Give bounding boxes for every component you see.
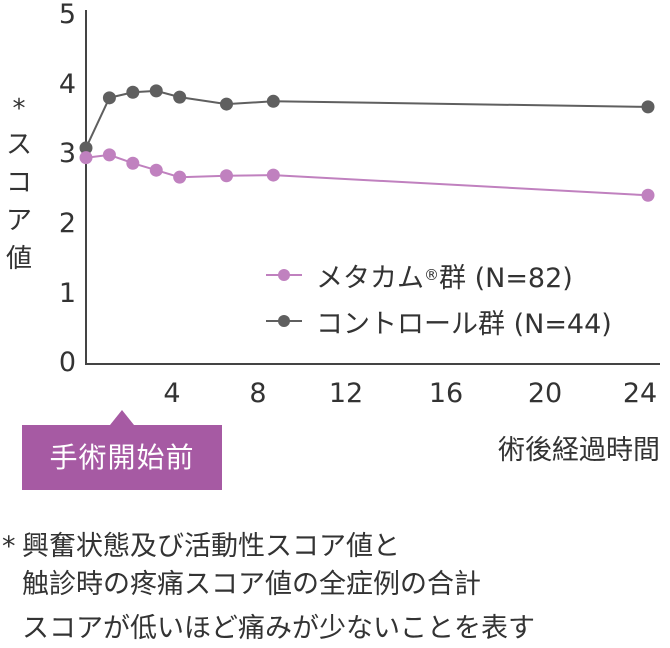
- data-point: [102, 148, 116, 162]
- x-tick-20: 20: [527, 378, 563, 409]
- pre-surgery-callout: 手術開始前: [22, 425, 222, 490]
- footnote-line-2: 触診時の疼痛スコア値の全症例の合計: [22, 569, 481, 600]
- footnotes: * 興奮状態及び活動性スコア値と 触診時の疼痛スコア値の全症例の合計 スコアが低…: [0, 528, 535, 648]
- legend-marker-icon: [266, 311, 302, 331]
- y-label-char: 値: [5, 244, 32, 274]
- legend: メタカム ® 群 (N=82) コントロール群 (N=44): [266, 252, 612, 344]
- y-label-char: ス: [5, 130, 32, 160]
- series-line: [85, 89, 649, 149]
- data-point: [79, 141, 93, 155]
- footnote-line-3: スコアが低いほど痛みが少ないことを表す: [22, 613, 535, 644]
- legend-marker-icon: [266, 265, 302, 285]
- data-point: [641, 100, 655, 114]
- data-point: [641, 188, 655, 202]
- y-tick-5: 5: [58, 0, 76, 30]
- callout-arrow-icon: [110, 410, 134, 425]
- x-tick-24: 24: [622, 378, 658, 409]
- data-point: [126, 156, 140, 170]
- data-point: [149, 84, 163, 98]
- legend-label: メタカム: [316, 262, 424, 294]
- data-point: [126, 85, 140, 99]
- data-point: [79, 151, 93, 165]
- legend-label: コントロール群 (N=44): [316, 308, 612, 340]
- footnote-star: *: [2, 531, 16, 562]
- data-point: [220, 97, 233, 111]
- legend-label-suffix: 群 (N=82): [439, 262, 573, 294]
- y-label-char: コ: [5, 168, 32, 198]
- footnote-line-1: 興奮状態及び活動性スコア値と: [22, 531, 400, 562]
- data-point: [102, 91, 116, 105]
- y-tick-1: 1: [58, 278, 76, 309]
- x-tick-12: 12: [328, 378, 364, 409]
- y-tick-0: 0: [58, 347, 76, 378]
- x-tick-4: 4: [163, 378, 181, 409]
- line-chart-plot: [79, 10, 660, 365]
- y-label-char: ア: [5, 206, 32, 236]
- legend-item-control: コントロール群 (N=44): [266, 298, 612, 344]
- data-point: [173, 170, 187, 184]
- x-axis-label: 術後経過時間: [498, 435, 660, 466]
- data-point: [149, 163, 163, 177]
- registered-mark: ®: [424, 266, 439, 284]
- legend-item-metacam: メタカム ® 群 (N=82): [266, 252, 612, 298]
- data-point: [220, 169, 233, 183]
- y-tick-2: 2: [58, 208, 76, 239]
- y-axis-label: * ス コ ア 値: [4, 94, 34, 278]
- series-line: [85, 153, 649, 197]
- data-point: [266, 168, 280, 182]
- y-tick-4: 4: [58, 69, 76, 100]
- x-tick-8: 8: [249, 378, 267, 409]
- x-tick-16: 16: [428, 378, 464, 409]
- data-point: [173, 90, 187, 104]
- y-tick-3: 3: [58, 138, 76, 169]
- data-point: [266, 94, 280, 108]
- y-axis-star: *: [12, 94, 26, 124]
